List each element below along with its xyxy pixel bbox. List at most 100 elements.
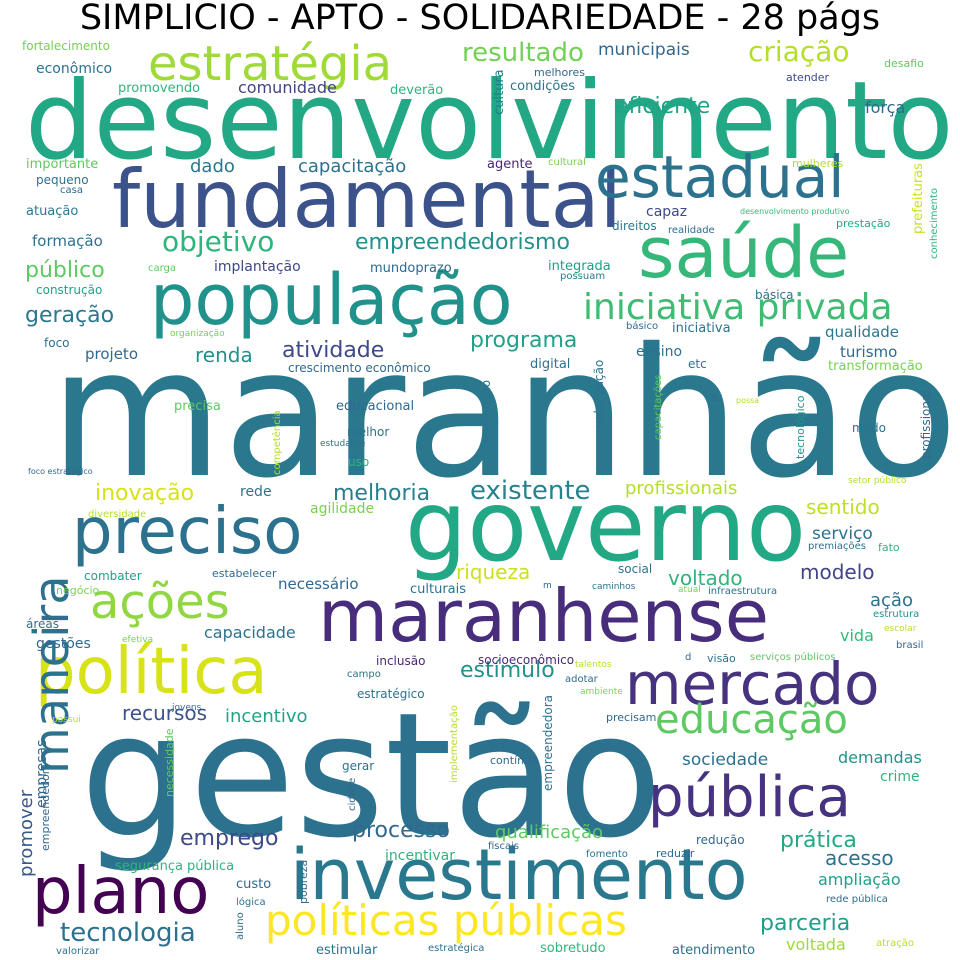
word-ensino: ensino bbox=[636, 344, 683, 360]
word-emprego: emprego bbox=[180, 826, 279, 851]
word-gestoes: gestões bbox=[36, 636, 91, 652]
word-areas: áreas bbox=[26, 617, 60, 631]
word-desafio: desafio bbox=[884, 57, 924, 70]
word-renda: renda bbox=[195, 343, 253, 367]
word-governo: governo bbox=[405, 470, 807, 584]
word-modelo: modelo bbox=[800, 560, 875, 584]
word-riqueza: riqueza bbox=[456, 560, 531, 584]
word-tecnologico: tecnológico bbox=[794, 396, 807, 460]
word-capacitacao: capacitação bbox=[298, 156, 407, 177]
word-formacao: formação bbox=[32, 232, 103, 250]
word-capacitacoes: capacitações bbox=[653, 375, 664, 441]
word-prestacao: prestação bbox=[836, 217, 891, 230]
word-atender: atender bbox=[786, 71, 830, 84]
word-importante: importante bbox=[26, 157, 99, 172]
word-adotar: adotar bbox=[565, 674, 598, 685]
word-agilidade: agilidade bbox=[310, 501, 375, 517]
word-estadual: estadual bbox=[595, 143, 845, 211]
word-fomento: fomento bbox=[586, 849, 628, 860]
word-sociais: sociais bbox=[226, 779, 270, 794]
word-atendimento: atendimento bbox=[672, 943, 756, 958]
word-gestao: gestão bbox=[80, 675, 663, 876]
word-capacidade: capacidade bbox=[204, 623, 296, 642]
word-caminhos: caminhos bbox=[592, 582, 636, 592]
word-infraestrutura: infraestrutura bbox=[708, 586, 778, 597]
word-necessidade: necessidade bbox=[163, 728, 176, 797]
word-fundamental: fundamental bbox=[112, 153, 622, 246]
word-voltada: voltada bbox=[786, 935, 846, 954]
word-efetiva: efetiva bbox=[122, 635, 154, 645]
word-sentido: sentido bbox=[806, 495, 880, 519]
word-visao: visão bbox=[707, 652, 736, 665]
word-incentivo: incentivo bbox=[225, 706, 308, 727]
word-crescimento-economico: crescimento econômico bbox=[288, 361, 431, 375]
word-maranhao: maranhão bbox=[49, 310, 958, 517]
word-valorizacao: valorização bbox=[592, 360, 606, 429]
word-modo: modo bbox=[852, 421, 886, 435]
word-incentivar: incentivar bbox=[385, 848, 455, 864]
word-valorizar: valorizar bbox=[56, 946, 100, 957]
word-d: d bbox=[685, 652, 692, 663]
word-cultural: cultural bbox=[548, 157, 586, 168]
word-direitos: direitos bbox=[612, 219, 657, 233]
word-etc: etc bbox=[688, 357, 707, 371]
word-desenvolvimento-produtivo: desenvolvimento produtivo bbox=[740, 207, 850, 216]
word-transformacao: transformação bbox=[828, 359, 923, 374]
word-combater: combater bbox=[84, 569, 142, 583]
word-geracao: geração bbox=[25, 303, 115, 328]
word-setor-publico: setor público bbox=[848, 476, 907, 486]
word-profissionais: profissionais bbox=[625, 478, 738, 499]
word-estrutura: estrutura bbox=[873, 609, 920, 620]
word-competencia: competência bbox=[272, 410, 283, 475]
word-possuam: possuam bbox=[560, 271, 606, 282]
word-saude: saúde bbox=[638, 212, 850, 294]
word-eficiente: eficiente bbox=[615, 94, 711, 119]
word-socioeconomico: socioeconômico bbox=[478, 653, 575, 667]
word-social: social bbox=[618, 562, 653, 576]
word-iniciativa: iniciativa bbox=[672, 321, 731, 336]
word-publico: público bbox=[25, 258, 105, 283]
word-parceria: parceria bbox=[760, 911, 851, 936]
word-estrategico: estratégico bbox=[357, 687, 425, 701]
word-necessario: necessário bbox=[278, 575, 359, 593]
word-realidade: realidade bbox=[668, 225, 715, 236]
word-populacao: população bbox=[150, 259, 513, 341]
word-politicas-publicas: políticas públicas bbox=[265, 896, 627, 945]
word-diversidade: diversidade bbox=[88, 509, 147, 520]
word-talentos: talentos bbox=[575, 660, 612, 670]
word-aluno: aluno bbox=[235, 912, 246, 940]
word-acao: ação bbox=[870, 590, 913, 611]
word-acesso: acesso bbox=[825, 846, 894, 870]
word-prevencao: prevenção bbox=[479, 380, 493, 444]
word-fortalecimento: fortalecimento bbox=[22, 39, 110, 53]
word-condicoes: condições bbox=[510, 79, 576, 94]
word-estimular: estimular bbox=[316, 943, 378, 958]
word-pobreza: pobreza bbox=[297, 860, 310, 905]
word-carga: carga bbox=[148, 263, 177, 274]
word-logica: lógica bbox=[236, 897, 266, 908]
word-fato: fato bbox=[878, 541, 900, 554]
word-foco: foco bbox=[44, 336, 70, 350]
word-mulheres: mulheres bbox=[792, 157, 844, 170]
word-crime: crime bbox=[880, 769, 920, 785]
word-estrategia: estratégia bbox=[148, 36, 393, 92]
word-investimento: investimento bbox=[290, 834, 748, 916]
word-publica: pública bbox=[648, 765, 851, 830]
word-forca: força bbox=[865, 98, 906, 117]
word-custo: custo bbox=[236, 877, 272, 892]
word-premiacoes: premiações bbox=[808, 541, 867, 552]
word-iniciativa-privada: iniciativa privada bbox=[583, 287, 893, 328]
word-inovacao: inovação bbox=[95, 481, 195, 506]
word-vida: vida bbox=[840, 626, 874, 645]
word-precisam: precisam bbox=[606, 711, 657, 724]
word-organizacao: organização bbox=[170, 329, 225, 339]
word-programa: programa bbox=[470, 328, 578, 353]
word-tecnologia: tecnologia bbox=[60, 918, 196, 948]
word-continua: contínua bbox=[490, 754, 538, 767]
word-melhor: melhor bbox=[347, 425, 390, 439]
word-possui: possui bbox=[52, 715, 81, 725]
word-ampliacao: ampliação bbox=[818, 870, 901, 889]
word-plano: plano bbox=[32, 855, 210, 929]
word-profissional: profissional bbox=[919, 390, 933, 459]
